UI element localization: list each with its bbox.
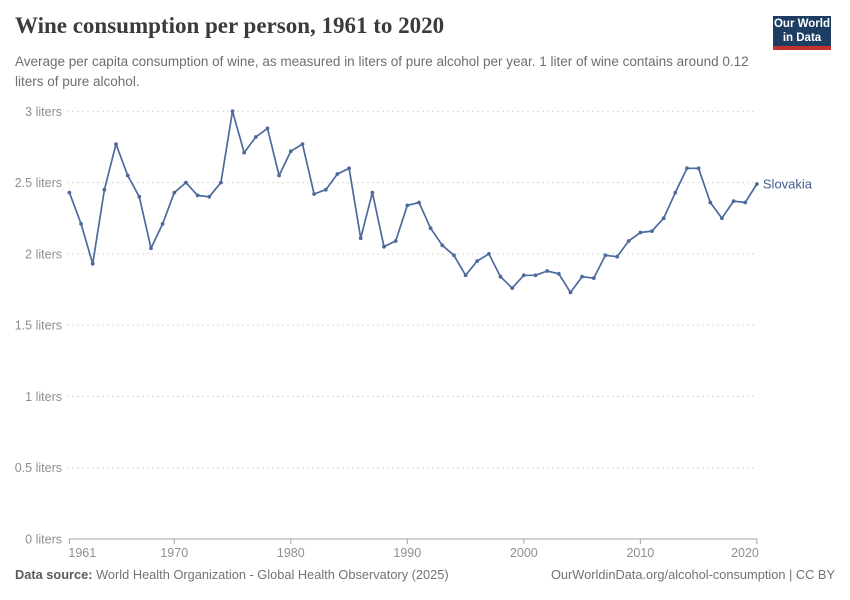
data-point-marker[interactable] [149,246,153,251]
data-point-marker[interactable] [417,200,421,205]
data-point-marker[interactable] [312,192,316,196]
data-point-marker[interactable] [498,274,503,279]
data-point-marker[interactable] [219,180,223,185]
y-axis-tick-label: 1 liters [25,390,62,404]
data-point-marker[interactable] [370,190,375,195]
x-axis-tick-label: 2010 [626,546,654,560]
series-line [68,110,758,294]
data-point-marker[interactable] [755,182,759,186]
data-point-marker[interactable] [230,109,235,114]
data-point-marker[interactable] [172,190,177,195]
data-point-marker[interactable] [335,172,340,176]
data-point-marker[interactable] [743,200,748,205]
data-point-marker[interactable] [382,244,386,249]
data-point-marker[interactable] [591,276,596,280]
chart-footer: Data source: World Health Organization -… [15,567,835,582]
data-point-marker[interactable] [405,203,410,208]
data-point-marker[interactable] [184,180,188,185]
data-point-marker[interactable] [568,290,573,295]
data-point-marker[interactable] [661,216,666,221]
data-point-marker[interactable] [90,261,95,266]
data-point-marker[interactable] [626,239,631,243]
chart-subtitle: Average per capita consumption of wine, … [15,54,749,89]
data-point-marker[interactable] [685,166,689,171]
data-point-marker[interactable] [242,150,247,155]
page-title: Wine consumption per person, 1961 to 202… [15,13,445,38]
data-point-marker[interactable] [615,254,619,259]
owid-logo-line1: Our World [773,18,830,30]
data-point-marker[interactable] [580,274,584,279]
data-point-marker[interactable] [102,187,107,192]
y-axis-tick-label: 2 liters [25,247,62,261]
data-point-marker[interactable] [114,142,118,147]
x-axis-tick-label: 1961 [68,546,96,560]
data-point-marker[interactable] [556,271,561,276]
data-point-marker[interactable] [440,243,445,248]
data-point-marker[interactable] [195,193,200,198]
data-point-marker[interactable] [393,239,398,243]
y-axis-tick-label: 1.5 liters [15,319,62,333]
data-point-marker[interactable] [603,253,608,258]
data-point-marker[interactable] [731,199,736,204]
data-point-marker[interactable] [475,259,480,263]
data-point-marker[interactable] [125,173,130,178]
data-point-marker[interactable] [288,149,293,154]
owid-logo-line2: in Data [782,32,822,44]
data-point-marker[interactable] [510,286,515,290]
owid-logo[interactable]: Our World in Data [773,16,831,50]
data-point-marker[interactable] [428,226,433,231]
y-axis-tick-label: 2.5 liters [15,176,62,190]
y-axis-tick-label: 3 liters [25,105,62,119]
data-point-marker[interactable] [323,187,328,192]
x-axis-tick-label: 1990 [393,546,421,560]
x-axis-tick-label: 1980 [277,546,305,560]
data-point-marker[interactable] [545,269,550,273]
data-point-marker[interactable] [160,222,165,226]
data-point-marker[interactable] [79,222,83,226]
attribution-link[interactable]: OurWorldinData.org/alcohol-consumption |… [550,567,835,582]
data-point-marker[interactable] [708,200,713,205]
data-point-marker[interactable] [696,166,701,171]
x-axis-tick-label: 2020 [731,546,759,560]
data-point-marker[interactable] [521,273,526,278]
data-point-marker[interactable] [253,135,258,139]
data-point-marker[interactable] [265,126,270,131]
data-point-marker[interactable] [207,194,212,199]
data-source-label: Data source: [15,567,93,582]
data-point-marker[interactable] [452,253,456,258]
data-point-marker[interactable] [720,216,724,221]
data-point-marker[interactable] [673,190,678,195]
data-point-marker[interactable] [638,230,643,235]
x-axis-tick-label: 1970 [160,546,188,560]
data-point-marker[interactable] [347,166,351,171]
y-axis-tick-label: 0 liters [25,533,62,547]
data-point-marker[interactable] [358,236,363,241]
data-point-marker[interactable] [277,173,281,178]
series-label[interactable]: Slovakia [763,177,813,192]
data-source-text: World Health Organization - Global Healt… [92,567,449,582]
data-point-marker[interactable] [300,142,305,147]
data-point-marker[interactable] [67,190,72,195]
data-point-marker[interactable] [463,273,468,278]
data-point-marker[interactable] [487,252,491,256]
data-point-marker[interactable] [533,273,538,278]
data-source: Data source: World Health Organization -… [15,567,449,582]
x-axis-tick-label: 2000 [510,546,538,560]
y-axis-tick-label: 0.5 liters [15,461,62,475]
data-point-marker[interactable] [650,229,654,234]
data-point-marker[interactable] [137,194,142,199]
